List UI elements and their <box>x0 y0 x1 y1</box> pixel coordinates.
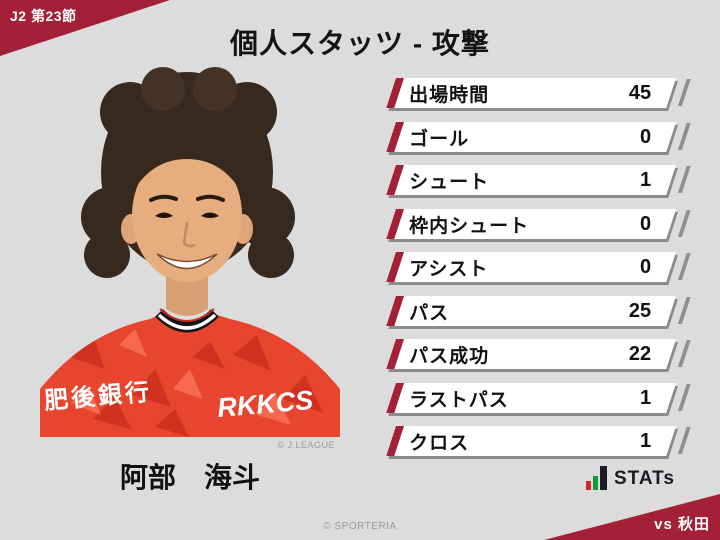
stat-label: パス <box>409 302 450 323</box>
stat-label: 出場時間 <box>409 84 490 106</box>
stat-label: ゴール <box>409 128 470 149</box>
eye-left <box>155 212 173 218</box>
stat-label: 枠内シュート <box>409 215 530 236</box>
player-photo: 肥後銀行 RKKCS <box>40 67 340 437</box>
stat-row-shots-on-target: 枠内シュート 0 <box>386 208 676 239</box>
stat-value: 0 <box>640 255 652 278</box>
stat-row-passes: パス 25 <box>386 295 676 326</box>
stat-value: 1 <box>640 386 652 408</box>
stat-value: 0 <box>640 212 652 234</box>
eyebrow-right <box>196 194 225 202</box>
matchweek-badge: J2 第23節 <box>10 8 77 24</box>
eye-right <box>201 212 219 218</box>
stat-value: 1 <box>640 429 652 452</box>
nose <box>182 221 196 248</box>
stat-label: クロス <box>409 432 470 454</box>
photo-credit: © J.LEAGUE <box>277 440 335 450</box>
page-title: 個人スタッツ - 攻撃 <box>230 28 490 59</box>
stats-logo-text: STATs <box>614 468 675 489</box>
stat-value: 0 <box>640 125 652 147</box>
stat-row-shots: シュート 1 <box>386 165 676 195</box>
bar-chart-icon <box>586 466 608 490</box>
hair-fringe <box>131 135 243 195</box>
stats-list: 出場時間 45 ゴール 0 シュート 1 枠内シュート 0 アシスト 0 パス 25 パス成… <box>386 78 676 470</box>
stat-row-crosses: クロス 1 <box>386 426 676 456</box>
face <box>132 148 242 282</box>
stat-row-playing-time: 出場時間 45 <box>386 78 676 108</box>
stats-logo: STATs <box>586 466 675 490</box>
opponent-label: vs 秋田 <box>654 516 710 533</box>
stat-row-key-passes: ラストパス 1 <box>386 382 676 413</box>
site-credit: © SPORTERIA <box>323 521 397 532</box>
stat-label: ラストパス <box>409 389 509 410</box>
stat-label: シュート <box>409 171 490 193</box>
stat-value: 25 <box>628 299 652 321</box>
stat-row-assists: アシスト 0 <box>386 252 676 282</box>
player-name: 阿部 海斗 <box>119 462 260 493</box>
stat-row-goals: ゴール 0 <box>386 121 676 152</box>
stat-label: アシスト <box>409 258 489 280</box>
stat-value: 1 <box>640 168 652 191</box>
stat-label: パス成功 <box>409 345 490 367</box>
jersey: 肥後銀行 RKKCS <box>40 308 340 437</box>
smile <box>156 253 218 270</box>
eyebrow-left <box>149 194 178 202</box>
stat-value: 22 <box>628 342 652 365</box>
stat-row-passes-completed: パス成功 22 <box>386 339 676 369</box>
stat-value: 45 <box>628 81 652 104</box>
